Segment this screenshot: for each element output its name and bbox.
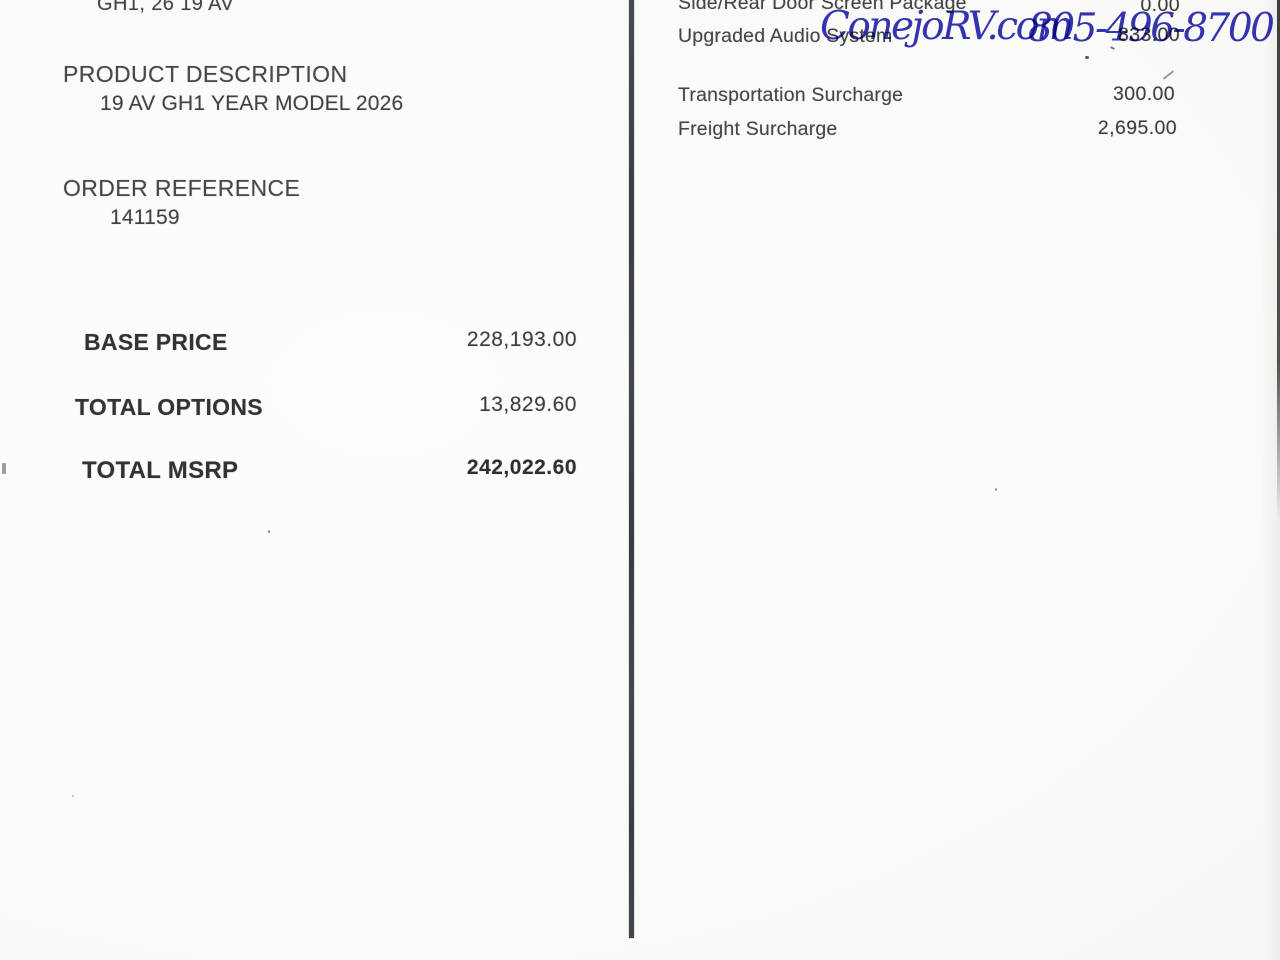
scan-speck bbox=[1085, 56, 1089, 59]
scan-speck bbox=[1162, 70, 1175, 80]
total-msrp-value: 242,022.60 bbox=[466, 456, 577, 479]
option-audio-system-label: Upgraded Audio System bbox=[678, 25, 893, 47]
product-description-value: 19 AV GH1 YEAR MODEL 2026 bbox=[100, 92, 404, 115]
order-reference-value: 141159 bbox=[110, 206, 180, 229]
option-screen-package-label: Side/Rear Door Screen Package bbox=[678, 0, 967, 14]
column-divider-line bbox=[629, 0, 634, 938]
option-audio-system-value: 833.00 bbox=[1117, 24, 1180, 46]
base-price-label: BASE PRICE bbox=[84, 329, 228, 355]
scan-speck bbox=[72, 795, 74, 797]
scan-speck bbox=[995, 488, 997, 491]
total-msrp-label: TOTAL MSRP bbox=[82, 457, 239, 484]
model-code-line: GH1, 26 19 AV bbox=[97, 0, 235, 15]
scan-edge-artifact bbox=[1277, 0, 1280, 520]
option-screen-package-value: 0.00 bbox=[1140, 0, 1180, 16]
freight-surcharge-value: 2,695.00 bbox=[1097, 117, 1177, 139]
order-reference-label: ORDER REFERENCE bbox=[63, 175, 301, 201]
scan-speck bbox=[2, 463, 6, 474]
scan-speck bbox=[268, 530, 270, 533]
total-options-label: TOTAL OPTIONS bbox=[75, 394, 263, 420]
product-description-label: PRODUCT DESCRIPTION bbox=[63, 61, 348, 87]
base-price-value: 228,193.00 bbox=[466, 328, 577, 351]
total-options-value: 13,829.60 bbox=[479, 393, 577, 416]
dealer-watermark-site: ConejoRV.com bbox=[820, 4, 1074, 49]
scan-edge-shadow bbox=[1262, 0, 1280, 960]
dealer-watermark-phone: 805-496-8700 bbox=[1028, 6, 1275, 51]
transportation-surcharge-label: Transportation Surcharge bbox=[678, 84, 904, 106]
freight-surcharge-label: Freight Surcharge bbox=[678, 118, 838, 140]
transportation-surcharge-value: 300.00 bbox=[1112, 83, 1175, 105]
